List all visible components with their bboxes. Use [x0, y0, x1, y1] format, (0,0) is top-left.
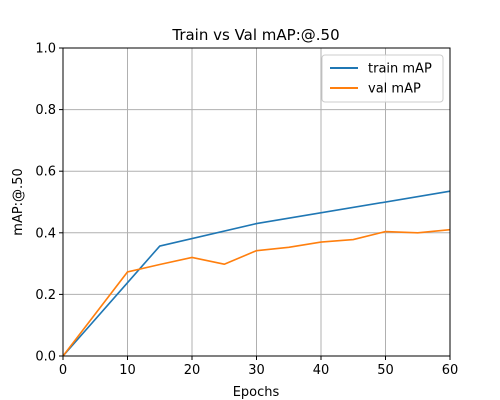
y-tick-label-2: 0.4 — [35, 226, 56, 241]
y-tick-label-3: 0.6 — [35, 165, 56, 180]
y-axis-label: mAP:@.50 — [11, 168, 26, 235]
x-tick-label-6: 60 — [442, 363, 459, 378]
y-tick-label-0: 0.0 — [35, 350, 56, 365]
y-tick-label-5: 1.0 — [35, 42, 56, 57]
x-axis-label: Epochs — [233, 385, 280, 400]
series-lines — [62, 190, 451, 357]
legend-label-train: train mAP — [368, 62, 432, 77]
x-tick-label-5: 50 — [377, 363, 394, 378]
ticks — [59, 47, 451, 360]
chart-title: Train vs Val mAP:@.50 — [171, 26, 339, 44]
y-tick-label-1: 0.2 — [35, 288, 56, 303]
tick-labels: 0 10 20 30 40 50 60 0.0 0.2 0.4 0.6 0.8 1.0 — [35, 42, 458, 379]
series-line-1 — [62, 228, 451, 357]
x-tick-label-1: 10 — [119, 363, 136, 378]
legend-box — [321, 54, 444, 103]
legend: train mAP val mAP — [321, 54, 444, 103]
series-line-0 — [62, 190, 451, 357]
y-tick-label-4: 0.8 — [35, 103, 56, 118]
x-tick-label-0: 0 — [59, 363, 67, 378]
legend-label-val: val mAP — [368, 82, 421, 97]
x-tick-label-4: 40 — [313, 363, 330, 378]
x-tick-label-3: 30 — [248, 363, 265, 378]
x-tick-label-2: 20 — [184, 363, 201, 378]
